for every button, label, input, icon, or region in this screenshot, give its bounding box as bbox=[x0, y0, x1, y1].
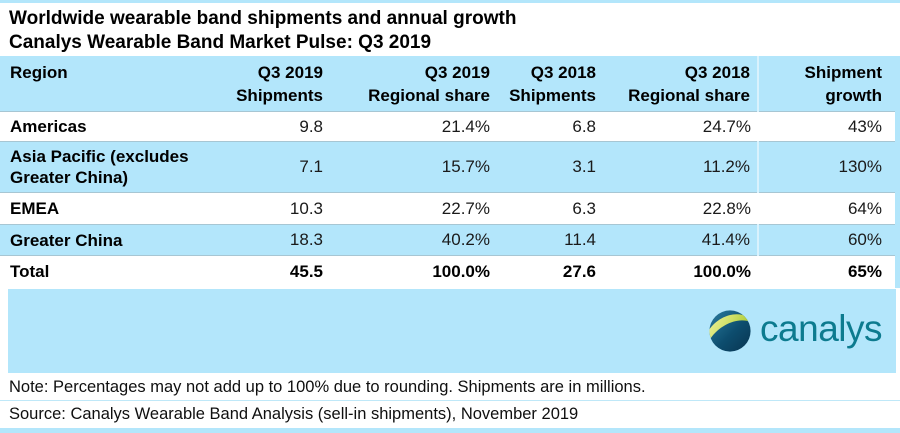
value-cell: 40.2% bbox=[441, 230, 490, 249]
region-cell: Greater China bbox=[10, 230, 123, 250]
title-block: Worldwide wearable band shipments and an… bbox=[0, 3, 900, 56]
canalys-wordmark: canalys bbox=[760, 308, 882, 349]
col-header-shipment-growth: Shipment growth bbox=[757, 56, 895, 112]
page-title: Worldwide wearable band shipments and an… bbox=[9, 8, 517, 29]
value-cell: 11.2% bbox=[703, 157, 750, 176]
shipments-table-wrap: Region Q3 2019 Shipments Q3 2019 Regiona… bbox=[0, 56, 900, 288]
region-cell: Total bbox=[10, 262, 50, 282]
footnote: Note: Percentages may not add up to 100%… bbox=[0, 373, 900, 401]
table-row-americas: Americas 9.8 21.4% 6.8 24.7% 43% bbox=[0, 111, 895, 142]
value-cell: 6.8 bbox=[572, 116, 596, 136]
source-line: Source: Canalys Wearable Band Analysis (… bbox=[9, 404, 579, 423]
value-cell: 64% bbox=[847, 198, 882, 218]
value-cell: 27.6 bbox=[562, 261, 596, 281]
bottom-border-strip bbox=[0, 428, 900, 433]
table-row-asia-pacific: Asia Pacific (excludes Greater China) 7.… bbox=[0, 141, 895, 193]
table-row-emea: EMEA 10.3 22.7% 6.3 22.8% 64% bbox=[0, 192, 895, 225]
value-cell: 130% bbox=[757, 141, 895, 193]
value-cell: 45.5 bbox=[289, 261, 323, 281]
value-cell: 100.0% bbox=[693, 261, 751, 281]
value-cell: 60% bbox=[757, 224, 895, 256]
col-header-q3-2018-share: Q3 2018 Regional share bbox=[628, 63, 750, 105]
value-cell: 22.7% bbox=[441, 198, 490, 218]
table-row-greater-china: Greater China 18.3 40.2% 11.4 41.4% 60% bbox=[0, 224, 895, 256]
value-cell: 21.4% bbox=[441, 116, 490, 136]
top-border-strip bbox=[0, 0, 900, 3]
value-cell: 22.8% bbox=[702, 198, 751, 218]
value-cell: 65% bbox=[847, 261, 882, 281]
region-cell: Asia Pacific (excludes Greater China) bbox=[10, 147, 189, 187]
table-header-row: Region Q3 2019 Shipments Q3 2019 Regiona… bbox=[0, 56, 895, 112]
table-row-total: Total 45.5 100.0% 27.6 100.0% 65% bbox=[0, 255, 895, 288]
value-cell: 6.3 bbox=[572, 198, 596, 218]
col-header-q3-2018-shipments: Q3 2018 Shipments bbox=[509, 63, 596, 105]
value-cell: 41.4% bbox=[701, 230, 750, 249]
col-header-q3-2019-shipments: Q3 2019 Shipments bbox=[236, 63, 323, 105]
value-cell: 3.1 bbox=[572, 157, 596, 176]
region-cell: EMEA bbox=[10, 199, 60, 218]
logo-band: canalys bbox=[8, 288, 896, 373]
col-header-region: Region bbox=[10, 63, 68, 82]
value-cell: 10.3 bbox=[289, 198, 323, 218]
value-cell: 43% bbox=[847, 116, 882, 136]
value-cell: 18.3 bbox=[289, 230, 323, 249]
region-cell: Americas bbox=[10, 117, 87, 136]
value-cell: 15.7% bbox=[441, 157, 490, 176]
value-cell: 7.1 bbox=[299, 157, 323, 176]
page-subtitle: Canalys Wearable Band Market Pulse: Q3 2… bbox=[9, 32, 432, 53]
col-header-q3-2019-share: Q3 2019 Regional share bbox=[368, 63, 490, 105]
value-cell: 100.0% bbox=[432, 261, 490, 281]
shipments-table: Region Q3 2019 Shipments Q3 2019 Regiona… bbox=[0, 56, 895, 288]
value-cell: 11.4 bbox=[564, 230, 596, 249]
value-cell: 9.8 bbox=[299, 116, 323, 136]
value-cell: 24.7% bbox=[702, 116, 751, 136]
canalys-globe-icon bbox=[709, 309, 751, 352]
